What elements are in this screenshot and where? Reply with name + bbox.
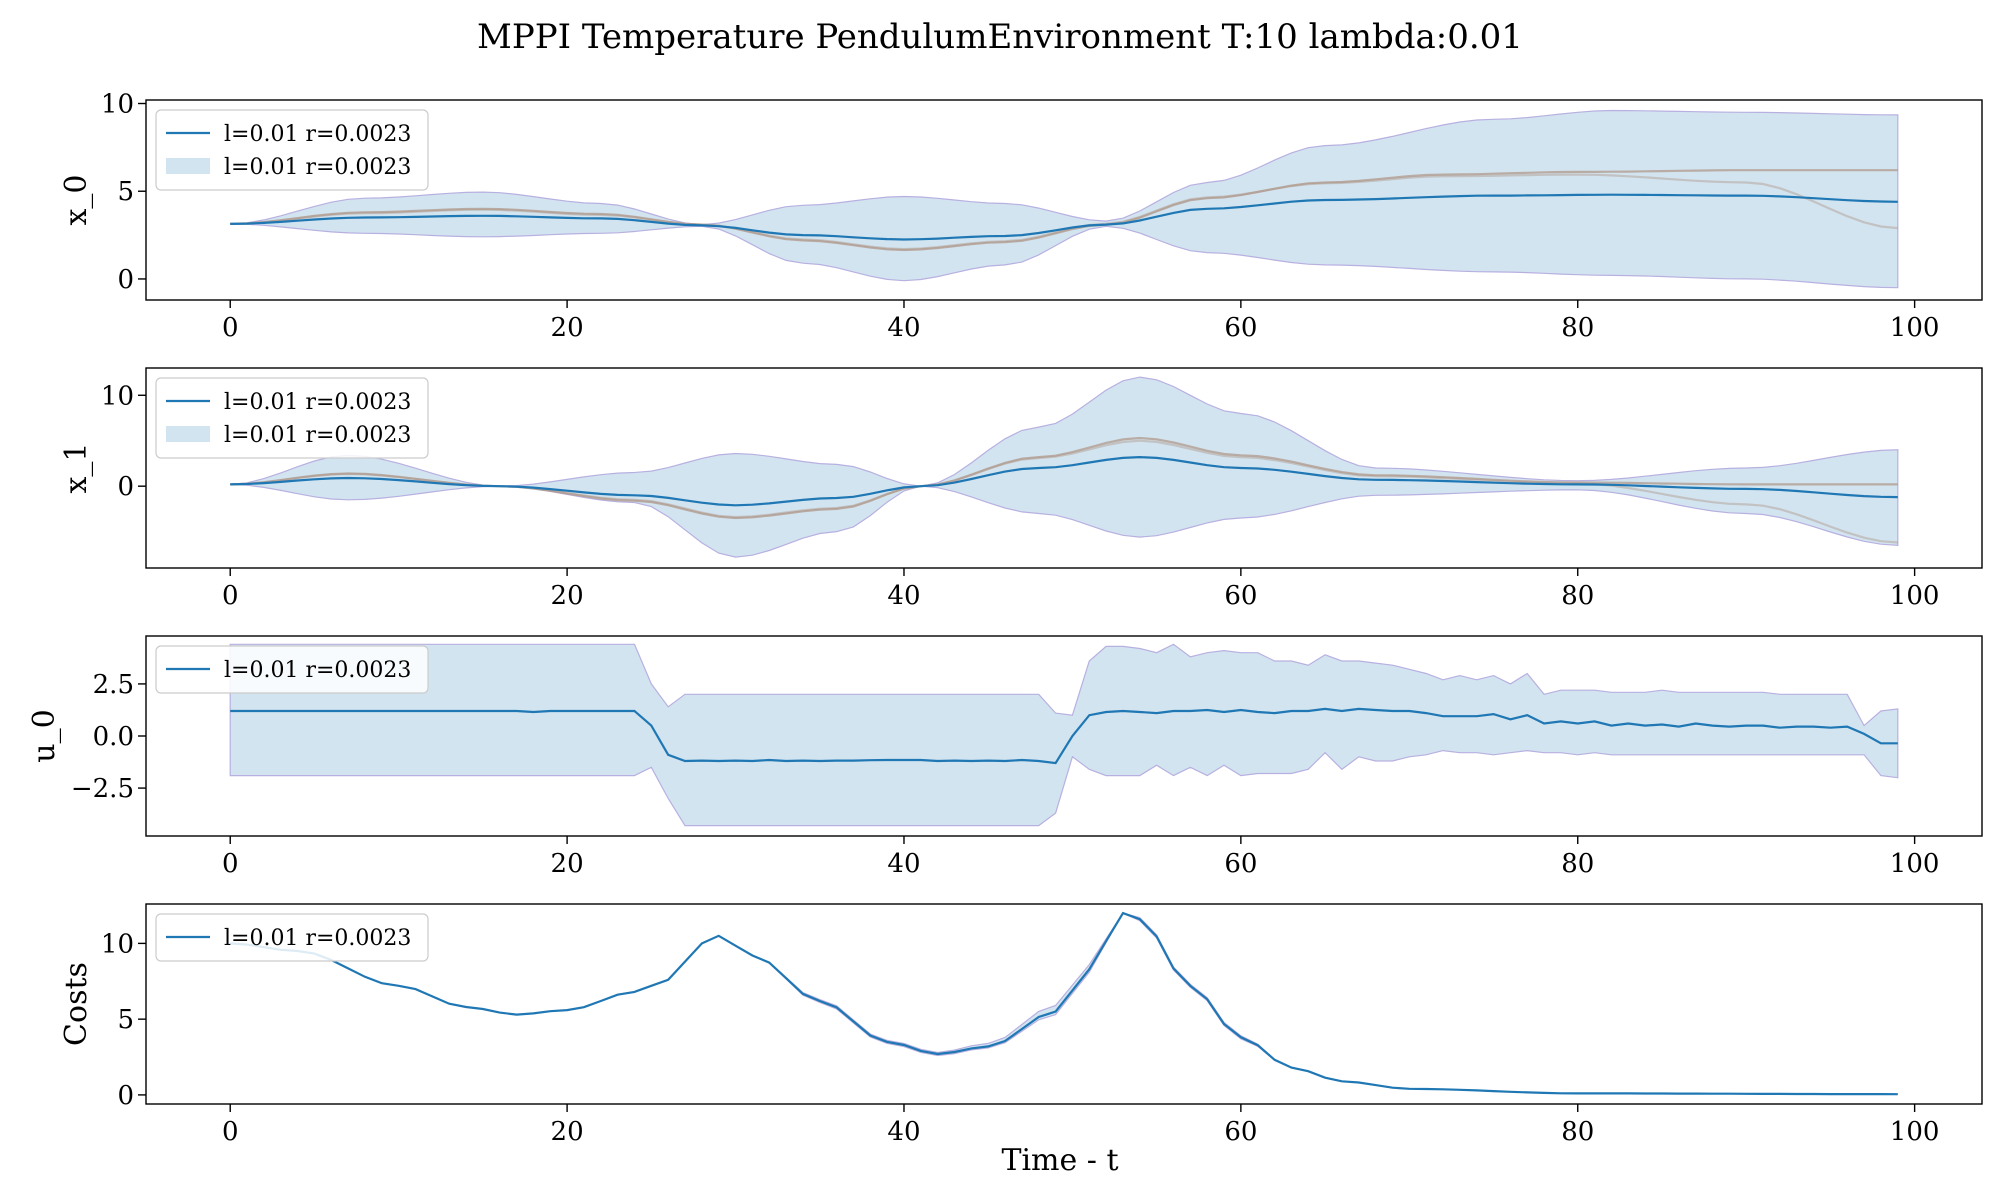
x-tick-label: 60 [1224, 849, 1257, 879]
y-axis-label: Costs [59, 962, 94, 1046]
legend: l=0.01 r=0.0023 l=0.01 r=0.0023 [155, 377, 429, 459]
y-tick-label: 10 [101, 929, 134, 959]
x-tick-label: 100 [1890, 313, 1940, 343]
y-axis-label: x_1 [59, 442, 94, 493]
x-tick-label: 20 [551, 849, 584, 879]
x-tick-label: 0 [222, 1117, 239, 1147]
legend-entry-label: l=0.01 r=0.0023 [224, 155, 411, 180]
y-tick-label: 0 [117, 472, 134, 502]
x-tick-label: 40 [887, 313, 920, 343]
x-tick-label: 80 [1561, 1117, 1594, 1147]
sample-trajectory-line [230, 173, 1898, 251]
figure-title: MPPI Temperature PendulumEnvironment T:1… [477, 17, 1523, 57]
y-axis-label: x_0 [59, 174, 94, 225]
legend-box [155, 377, 429, 459]
y-tick-label: 0 [117, 1081, 134, 1111]
legend: l=0.01 r=0.0023 [155, 913, 429, 962]
mean-line [230, 911, 1898, 1096]
y-axis-label: u_0 [27, 709, 62, 762]
plot-area [230, 911, 1898, 1096]
x-axis-label: Time - t [1001, 1143, 1118, 1178]
y-tick-label: 10 [101, 90, 134, 120]
y-tick-label: 2.5 [93, 670, 134, 700]
x-tick-label: 60 [1224, 1117, 1257, 1147]
subplot-u0: 0 20 40 60 80 100 −2.5 0.0 2.5 u_0 l=0.01 r=0.0023 [27, 635, 1983, 879]
confidence-band [229, 643, 1899, 827]
axes-frame [145, 903, 1983, 1105]
x-tick-label: 0 [222, 849, 239, 879]
legend-entry-label: l=0.01 r=0.0023 [224, 423, 411, 448]
x-tick-label: 40 [887, 849, 920, 879]
confidence-band [230, 912, 1898, 1095]
x-tick-label: 20 [551, 1117, 584, 1147]
x-tick-label: 100 [1890, 581, 1940, 611]
legend-box [155, 645, 429, 694]
y-tick-label: 10 [101, 381, 134, 411]
mean-line [230, 707, 1898, 765]
x-tick-label: 80 [1561, 313, 1594, 343]
legend-entry-label: l=0.01 r=0.0023 [224, 122, 411, 147]
axes-frame [145, 367, 1983, 569]
mean-line [230, 193, 1898, 241]
x-tick-label: 60 [1224, 581, 1257, 611]
x-tick-label: 100 [1890, 1117, 1940, 1147]
x-tick-label: 20 [551, 313, 584, 343]
y-tick-label: −2.5 [71, 774, 134, 804]
y-tick-label: 0.0 [93, 722, 134, 752]
x-tick-label: 40 [887, 1117, 920, 1147]
x-tick-label: 80 [1561, 581, 1594, 611]
x-tick-label: 20 [551, 581, 584, 611]
x-tick-label: 80 [1561, 849, 1594, 879]
legend-patch-swatch [166, 158, 210, 174]
x-tick-label: 40 [887, 581, 920, 611]
plot-area [229, 643, 1899, 827]
mean-line [230, 455, 1898, 507]
sample-trajectory-line [230, 169, 1898, 252]
confidence-band [230, 109, 1899, 289]
plot-area [230, 109, 1899, 289]
legend-box [155, 913, 429, 962]
x-tick-label: 0 [222, 313, 239, 343]
legend: l=0.01 r=0.0023 [155, 645, 429, 694]
axes-frame [145, 99, 1983, 301]
legend: l=0.01 r=0.0023 l=0.01 r=0.0023 [155, 109, 429, 191]
legend-entry-label: l=0.01 r=0.0023 [224, 926, 411, 951]
y-tick-label: 5 [117, 177, 134, 207]
legend-box [155, 109, 429, 191]
legend-patch-swatch [166, 426, 210, 442]
x-tick-label: 100 [1890, 849, 1940, 879]
y-tick-label: 5 [117, 1005, 134, 1035]
legend-entry-label: l=0.01 r=0.0023 [224, 390, 411, 415]
plot-area [230, 376, 1899, 558]
y-tick-label: 0 [117, 265, 134, 295]
x-tick-label: 60 [1224, 313, 1257, 343]
legend-entry-label: l=0.01 r=0.0023 [224, 658, 411, 683]
x-tick-label: 0 [222, 581, 239, 611]
